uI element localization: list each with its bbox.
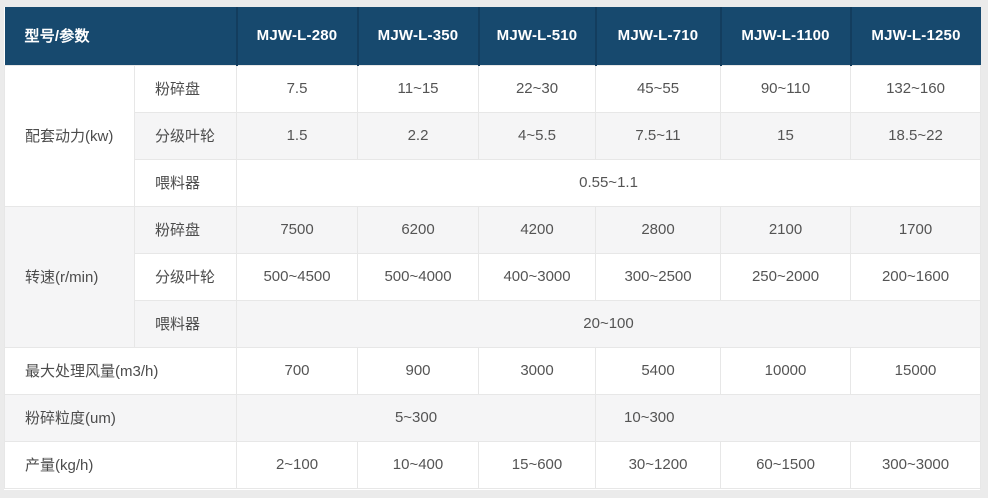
- header-model-1250: MJW-L-1250: [850, 7, 981, 65]
- cell-value: 2.2: [357, 111, 480, 160]
- cell-value: 3000: [478, 346, 597, 395]
- row-label-impeller: 分级叶轮: [133, 252, 238, 301]
- cell-merged-speed-feeder: 20~100: [236, 299, 982, 348]
- table-row-capacity: 产量(kg/h) 2~100 10~400 15~600 30~1200 60~…: [3, 440, 982, 489]
- row-label-disc: 粉碎盘: [133, 64, 238, 113]
- table-row-power-impeller: 分级叶轮 1.5 2.2 4~5.5 7.5~11 15 18.5~22: [5, 111, 982, 160]
- cell-value: 60~1500: [720, 440, 852, 489]
- cell-value: 4~5.5: [478, 111, 597, 160]
- cell-value: 1.5: [236, 111, 359, 160]
- group-label-power: 配套动力(kw): [4, 64, 135, 207]
- cell-value: 5400: [595, 346, 722, 395]
- table-row-power-feeder: 喂料器 0.55~1.1: [5, 158, 982, 207]
- cell-merged-fineness-right: 10~300: [595, 393, 982, 442]
- table-row-speed-feeder: 喂料器 20~100: [5, 299, 982, 348]
- cell-value: 15~600: [478, 440, 597, 489]
- table-row-power-disc: 配套动力(kw) 粉碎盘 7.5 11~15 22~30 45~55 90~11…: [4, 64, 982, 207]
- cell-value: 300~3000: [850, 440, 982, 489]
- spec-table: 型号/参数 MJW-L-280 MJW-L-350 MJW-L-510 MJW-…: [3, 7, 982, 489]
- cell-value: 1700: [850, 205, 982, 254]
- spec-table-container: 型号/参数 MJW-L-280 MJW-L-350 MJW-L-510 MJW-…: [3, 7, 982, 490]
- cell-value: 10000: [720, 346, 852, 395]
- cell-value: 2100: [720, 205, 852, 254]
- cell-merged-power-feeder: 0.55~1.1: [236, 158, 982, 207]
- header-model-1100: MJW-L-1100: [720, 7, 852, 65]
- header-row: 型号/参数 MJW-L-280 MJW-L-350 MJW-L-510 MJW-…: [4, 7, 981, 65]
- cell-value: 6200: [357, 205, 480, 254]
- cell-value: 11~15: [357, 64, 480, 113]
- cell-value: 132~160: [850, 64, 982, 113]
- cell-value: 200~1600: [850, 252, 982, 301]
- cell-merged-fineness-left: 5~300: [236, 393, 597, 442]
- cell-value: 2~100: [236, 440, 359, 489]
- header-model-510: MJW-L-510: [478, 7, 597, 65]
- table-header: 型号/参数 MJW-L-280 MJW-L-350 MJW-L-510 MJW-…: [4, 7, 981, 65]
- cell-value: 22~30: [478, 64, 597, 113]
- table-row-speed-disc: 转速(r/min) 粉碎盘 7500 6200 4200 2800 2100 1…: [4, 205, 982, 348]
- cell-value: 45~55: [595, 64, 722, 113]
- cell-value: 500~4500: [236, 252, 359, 301]
- cell-value: 18.5~22: [850, 111, 982, 160]
- cell-value: 250~2000: [720, 252, 852, 301]
- table-row-speed-impeller: 分级叶轮 500~4500 500~4000 400~3000 300~2500…: [5, 252, 982, 301]
- row-label-fineness: 粉碎粒度(um): [3, 393, 238, 442]
- cell-value: 10~400: [357, 440, 480, 489]
- table-row-airflow: 最大处理风量(m3/h) 700 900 3000 5400 10000 150…: [3, 346, 982, 395]
- cell-value: 7500: [236, 205, 359, 254]
- row-label-feeder: 喂料器: [133, 158, 238, 207]
- header-model-350: MJW-L-350: [357, 7, 480, 65]
- header-param-label: 型号/参数: [4, 7, 238, 65]
- cell-value: 2800: [595, 205, 722, 254]
- cell-value: 400~3000: [478, 252, 597, 301]
- header-model-710: MJW-L-710: [595, 7, 722, 65]
- row-label-feeder: 喂料器: [133, 299, 238, 348]
- cell-value: 4200: [478, 205, 597, 254]
- row-label-disc: 粉碎盘: [133, 205, 238, 254]
- row-label-capacity: 产量(kg/h): [3, 440, 238, 489]
- row-label-airflow: 最大处理风量(m3/h): [3, 346, 238, 395]
- cell-value: 500~4000: [357, 252, 480, 301]
- cell-value: 90~110: [720, 64, 852, 113]
- cell-value: 7.5: [236, 64, 359, 113]
- row-label-impeller: 分级叶轮: [133, 111, 238, 160]
- cell-value: 15: [720, 111, 852, 160]
- group-label-speed: 转速(r/min): [4, 205, 135, 348]
- header-model-280: MJW-L-280: [236, 7, 359, 65]
- table-row-fineness: 粉碎粒度(um) 5~300 10~300: [3, 393, 982, 442]
- cell-value: 30~1200: [595, 440, 722, 489]
- cell-value: 700: [236, 346, 359, 395]
- cell-value: 15000: [850, 346, 982, 395]
- cell-value: 900: [357, 346, 480, 395]
- cell-value: 300~2500: [595, 252, 722, 301]
- cell-value: 7.5~11: [595, 111, 722, 160]
